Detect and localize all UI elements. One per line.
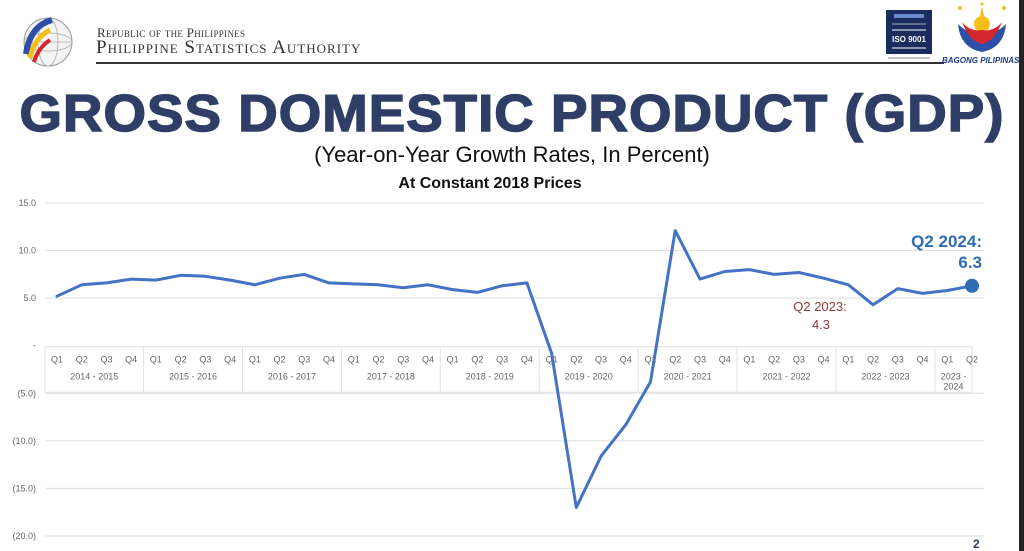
y-tick-label: (5.0) (17, 388, 36, 398)
quarter-tick-label: Q2 (768, 355, 780, 365)
group-label: 2017 - 2018 (367, 372, 415, 382)
quarter-tick-label: Q3 (793, 355, 805, 365)
quarter-tick-label: Q4 (917, 355, 929, 365)
y-tick-label: 15.0 (18, 198, 36, 208)
y-tick-label: (15.0) (12, 483, 36, 493)
bagong-pilipinas-text: BAGONG PILIPINAS (942, 56, 1020, 65)
quarter-tick-label: Q3 (199, 355, 211, 365)
quarter-tick-label: Q4 (620, 355, 632, 365)
group-label: 2020 - 2021 (664, 372, 712, 382)
quarter-tick-label: Q3 (496, 355, 508, 365)
y-tick-label: 5.0 (23, 293, 36, 303)
y-tick-label: 10.0 (18, 246, 36, 256)
group-label: 2016 - 2017 (268, 372, 316, 382)
quarter-tick-label: Q2 (274, 355, 286, 365)
quarter-tick-label: Q3 (397, 355, 409, 365)
page-subtitle: (Year-on-Year Growth Rates, In Percent) (314, 142, 710, 167)
quarter-tick-label: Q4 (521, 355, 533, 365)
quarter-tick-label: Q3 (694, 355, 706, 365)
group-label: 2021 - 2022 (763, 372, 811, 382)
quarter-tick-label: Q1 (348, 355, 360, 365)
quarter-tick-label: Q1 (249, 355, 261, 365)
quarter-tick-label: Q1 (150, 355, 162, 365)
quarter-tick-label: Q1 (645, 355, 657, 365)
republic-label: Republic of the Philippines (97, 25, 246, 40)
group-label: 2023 - (941, 372, 967, 382)
gdp-series-line (55, 229, 974, 509)
quarter-tick-label: Q1 (51, 355, 63, 365)
quarter-tick-label: Q4 (224, 355, 236, 365)
quarter-tick-label: Q3 (298, 355, 310, 365)
quarter-tick-label: Q4 (818, 355, 830, 365)
quarter-tick-label: Q3 (892, 355, 904, 365)
group-label: 2018 - 2019 (466, 372, 514, 382)
latest-annotation-value: 6.3 (958, 253, 982, 272)
page-number: 2 (973, 537, 980, 551)
quarter-tick-label: Q4 (323, 355, 335, 365)
group-label-line2: 2024 (943, 382, 963, 392)
group-label: 2019 - 2020 (565, 372, 613, 382)
group-label: 2022 - 2023 (861, 372, 909, 382)
quarter-tick-label: Q2 (175, 355, 187, 365)
psa-logo-icon (23, 17, 73, 67)
y-axis-ticks: 15.0 10.0 5.0 - (5.0) (10.0) (15.0) (20.0) (12, 198, 36, 541)
quarter-tick-label: Q4 (422, 355, 434, 365)
svg-text:ISO 9001: ISO 9001 (892, 35, 926, 44)
quarter-tick-label: Q3 (100, 355, 112, 365)
x-axis-categories: Q1 Q2 Q3 Q4 Q1 Q2 Q3 Q4 Q1 Q2 Q3 Q4 Q1 Q2 Q3 Q4 Q1 Q2 Q3 Q4… (44, 346, 978, 393)
page-title: GROSS DOMESTIC PRODUCT (GDP) (19, 84, 1005, 144)
y-tick-label: - (33, 341, 36, 351)
quarter-tick-label: Q2 (76, 355, 88, 365)
latest-point-marker (965, 278, 979, 293)
quarter-tick-label: Q2 (570, 355, 582, 365)
agency-name: Philippine Statistics Authority (96, 37, 362, 58)
category-axis-box (44, 346, 973, 393)
iso-badge-icon: ISO 9001 (886, 10, 932, 59)
grid-lines (45, 202, 984, 537)
window-edge (1019, 0, 1024, 551)
y-tick-label: (10.0) (12, 436, 36, 446)
low-annotation-value: 4.3 (812, 317, 830, 332)
low-annotation-label: Q2 2023: (793, 299, 847, 314)
quarter-tick-label: Q1 (447, 355, 459, 365)
quarter-tick-label: Q4 (719, 355, 731, 365)
quarter-tick-label: Q1 (842, 355, 854, 365)
quarter-tick-label: Q1 (941, 355, 953, 365)
quarter-tick-label: Q1 (743, 355, 755, 365)
group-label: 2014 - 2015 (70, 372, 118, 382)
bagong-pilipinas-logo-icon (958, 2, 1006, 52)
header: Republic of the Philippines Philippine S… (0, 0, 1024, 80)
quarter-tick-label: Q3 (595, 355, 607, 365)
quarter-tick-label: Q2 (372, 355, 384, 365)
gdp-line-chart: 15.0 10.0 5.0 - (5.0) (10.0) (15.0) (20.0) Q1 Q2… (12, 198, 984, 541)
quarter-tick-label: Q4 (125, 355, 137, 365)
group-label: 2015 - 2016 (169, 372, 217, 382)
quarter-tick-label: Q2 (867, 355, 879, 365)
quarter-tick-label: Q2 (669, 355, 681, 365)
header-divider (96, 62, 944, 64)
quarter-tick-label: Q2 (966, 355, 978, 365)
series-layer (55, 229, 974, 509)
annotations: Q2 2024: 6.3 Q2 2023: 4.3 (793, 232, 982, 332)
y-tick-label: (20.0) (12, 531, 36, 541)
latest-annotation-label: Q2 2024: (911, 232, 982, 251)
quarter-tick-label: Q2 (471, 355, 483, 365)
chart-subtitle: At Constant 2018 Prices (398, 175, 582, 192)
